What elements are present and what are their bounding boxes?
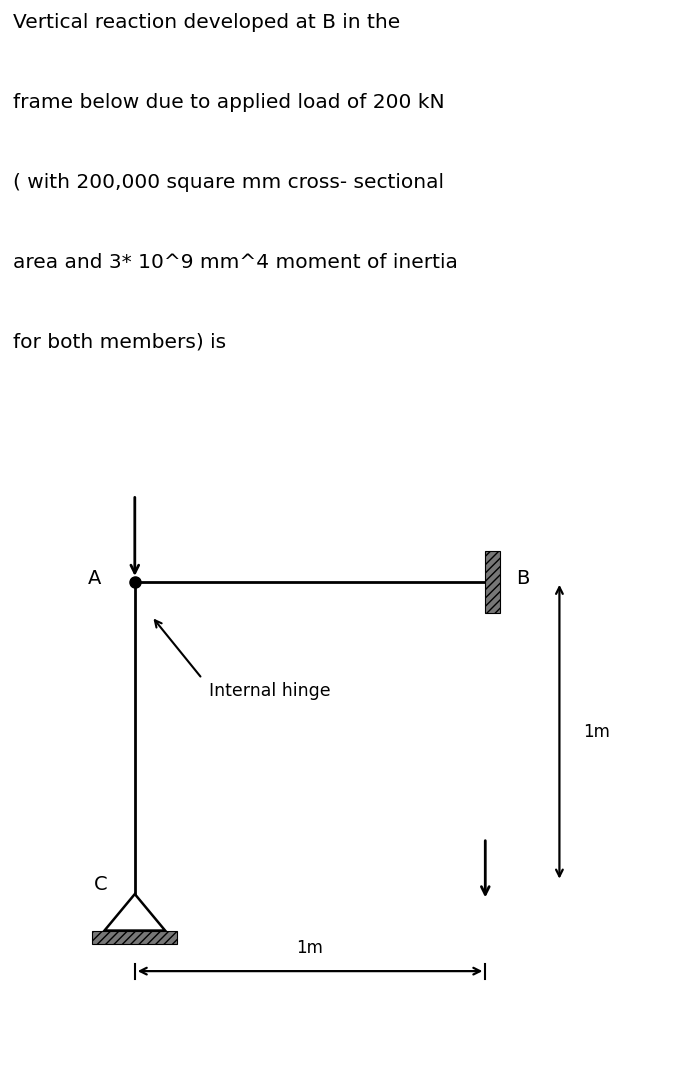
Text: B: B <box>516 570 529 588</box>
Text: ( with 200,000 square mm cross- sectional: ( with 200,000 square mm cross- sectiona… <box>13 173 444 192</box>
Text: frame below due to applied load of 200 kN: frame below due to applied load of 200 k… <box>13 93 445 112</box>
Text: area and 3* 10^9 mm^4 moment of inertia: area and 3* 10^9 mm^4 moment of inertia <box>13 253 458 272</box>
Text: A: A <box>88 570 101 588</box>
Bar <box>485 551 500 614</box>
Text: C: C <box>94 875 108 894</box>
Text: for both members) is: for both members) is <box>13 333 226 352</box>
Text: Internal hinge: Internal hinge <box>209 682 330 700</box>
Text: 1m: 1m <box>297 939 324 957</box>
Bar <box>92 930 177 944</box>
Text: Vertical reaction developed at B in the: Vertical reaction developed at B in the <box>13 13 401 32</box>
Text: 1m: 1m <box>583 722 610 740</box>
